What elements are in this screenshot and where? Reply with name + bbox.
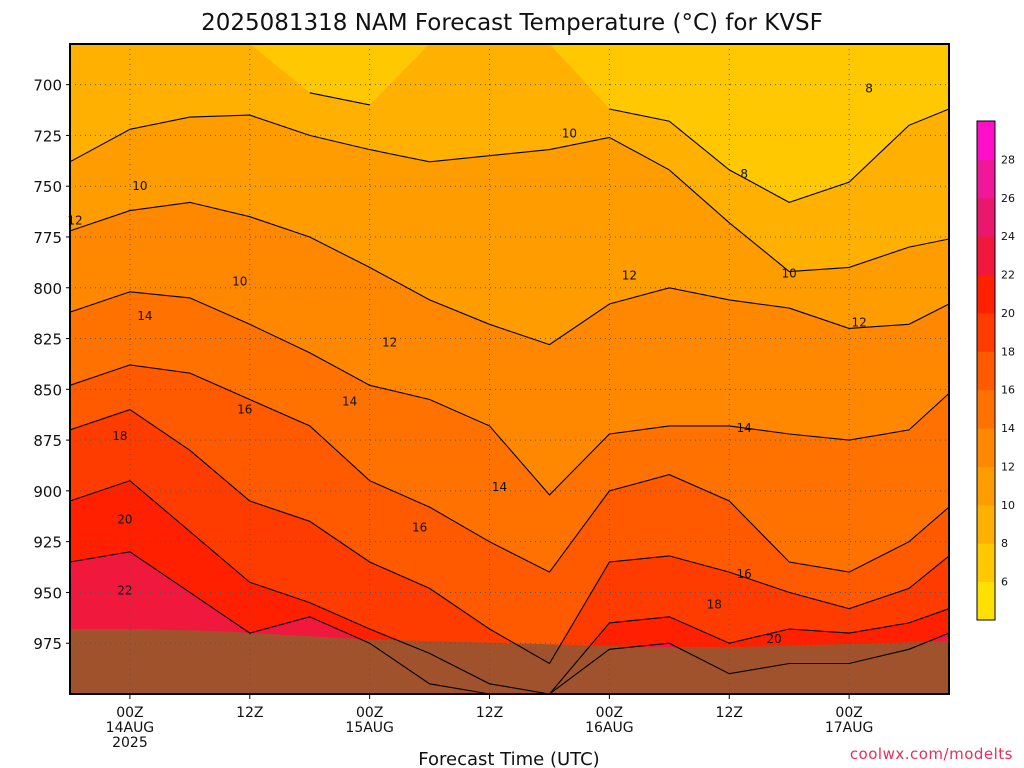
- y-tick-label-800: 800: [33, 280, 62, 298]
- isotherm-16: [69, 364, 950, 573]
- contour-label-14: 14: [737, 421, 752, 435]
- credit-text: coolwx.com/modelts: [850, 745, 1013, 763]
- contour-label-22: 22: [117, 583, 132, 597]
- contour-label-12: 12: [851, 315, 866, 329]
- y-tick-label-825: 825: [33, 331, 62, 349]
- colorbar-frame: [976, 120, 996, 621]
- grid: [70, 44, 949, 694]
- colorbar-label-28: 28: [1001, 153, 1015, 166]
- y-tick-label-775: 775: [33, 229, 62, 247]
- isotherm-20: [69, 480, 950, 695]
- colorbar-segment-0: [977, 581, 995, 621]
- x-axis-label: Forecast Time (UTC): [418, 749, 599, 768]
- x-tick-label-0-2: 2025: [112, 735, 148, 751]
- isotherm-10: [69, 114, 950, 273]
- contour-label-10: 10: [232, 275, 247, 289]
- contour-label-12: 12: [622, 269, 637, 283]
- contour-label-16: 16: [237, 403, 252, 417]
- contour-label-14: 14: [342, 395, 357, 409]
- colorbar-label-6: 6: [1001, 576, 1008, 589]
- contour-label-10: 10: [562, 126, 577, 140]
- colorbar-segment-1: [977, 543, 995, 583]
- x-tick-label-24-1: 15AUG: [345, 720, 394, 736]
- colorbar-label-18: 18: [1001, 345, 1015, 358]
- x-tick-label-48-0: 00Z: [596, 705, 623, 721]
- contour-label-16: 16: [737, 567, 752, 581]
- colorbar-label-12: 12: [1001, 461, 1015, 474]
- contour-label-18: 18: [112, 429, 127, 443]
- ground-surface: [70, 629, 949, 694]
- y-tick-label-750: 750: [33, 178, 62, 196]
- colorbar-segment-12: [977, 121, 995, 160]
- colorbar-segment-11: [977, 159, 995, 199]
- x-tick-label-12-0: 12Z: [236, 705, 263, 721]
- ground-polygon: [70, 629, 949, 694]
- isotherm-14: [69, 291, 950, 496]
- x-tick-label-36-0: 12Z: [476, 705, 503, 721]
- contour-label-12: 12: [382, 336, 397, 350]
- y-tick-label-925: 925: [33, 534, 62, 552]
- colorbar-label-22: 22: [1001, 269, 1015, 282]
- contour-label-10: 10: [782, 267, 797, 281]
- colorbar-label-20: 20: [1001, 307, 1015, 320]
- y-tick-label-725: 725: [33, 127, 62, 145]
- isotherm-18: [69, 408, 950, 665]
- y-tick-label-900: 900: [33, 483, 62, 501]
- x-tick-label-72-1: 17AUG: [825, 720, 874, 736]
- colorbar: 6 8 10 12 14 16 18 20 22 24 26 28: [976, 120, 1015, 621]
- plot-frame: [69, 43, 950, 695]
- chart-title: 2025081318 NAM Forecast Temperature (°C)…: [201, 10, 823, 36]
- colorbar-segment-5: [977, 389, 995, 429]
- x-tick-label-60-0: 12Z: [716, 705, 743, 721]
- temperature-field: [70, 44, 949, 695]
- colorbar-label-10: 10: [1001, 499, 1015, 512]
- x-tick-label-48-1: 16AUG: [585, 720, 634, 736]
- colorbar-label-14: 14: [1001, 422, 1015, 435]
- isotherm-12: [69, 201, 950, 346]
- contour-label-10: 10: [132, 179, 147, 193]
- contour-label-8: 8: [740, 167, 748, 181]
- contour-label-14: 14: [137, 309, 152, 323]
- x-tick-label-72-0: 00Z: [835, 705, 862, 721]
- y-tick-label-975: 975: [33, 635, 62, 653]
- x-tick-label-0-1: 14AUG: [106, 720, 155, 736]
- colorbar-segment-6: [977, 351, 995, 391]
- contour-labels: 8 8 10 10 10 10 12 12 12 12 14 14 14 14 16 16 16 18 18 20 20…: [67, 82, 873, 647]
- colorbar-segment-3: [977, 466, 995, 506]
- y-tick-label-700: 700: [33, 77, 62, 95]
- contour-label-18: 18: [707, 598, 722, 612]
- contour-label-14: 14: [492, 480, 507, 494]
- colorbar-label-16: 16: [1001, 384, 1015, 397]
- contour-label-12: 12: [67, 214, 82, 228]
- x-tick-label-24-0: 00Z: [356, 705, 383, 721]
- colorbar-segment-2: [977, 504, 995, 544]
- colorbar-segment-8: [977, 274, 995, 314]
- contour-label-8: 8: [865, 82, 873, 96]
- contour-label-20: 20: [117, 512, 132, 526]
- contour-label-20: 20: [767, 632, 782, 646]
- colorbar-segment-10: [977, 197, 995, 237]
- colorbar-segment-4: [977, 428, 995, 467]
- colorbar-segment-7: [977, 312, 995, 352]
- colorbar-segment-9: [977, 236, 995, 276]
- x-tick-label-0-0: 00Z: [116, 705, 143, 721]
- y-axis: 700 725 750 775 800 825 850 875 900 925 950 975: [33, 77, 70, 653]
- isotherms: [69, 92, 950, 695]
- colorbar-label-26: 26: [1001, 192, 1015, 205]
- y-tick-label-950: 950: [33, 584, 62, 602]
- contour-label-16: 16: [412, 520, 427, 534]
- isotherm-8: [309, 92, 950, 203]
- y-tick-label-875: 875: [33, 432, 62, 450]
- y-tick-label-850: 850: [33, 381, 62, 399]
- colorbar-label-24: 24: [1001, 230, 1015, 243]
- colorbar-label-8: 8: [1001, 537, 1008, 550]
